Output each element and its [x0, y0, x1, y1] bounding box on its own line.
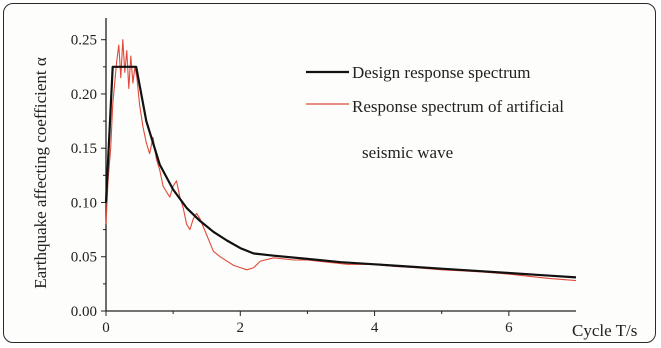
legend-label-artificial-line1: Response spectrum of artificial	[352, 97, 564, 116]
plot-area: 0.00 0.05 0.10 0.15 0.20 0.25 0 2 4 6	[71, 18, 577, 336]
x-tick-label: 2	[237, 320, 245, 336]
x-tick-label: 4	[371, 320, 379, 336]
design-response-spectrum-line	[104, 65, 577, 279]
y-tick-label: 0.05	[71, 250, 97, 266]
legend-label-design: Design response spectrum	[352, 63, 530, 82]
x-tick-label: 6	[505, 320, 513, 336]
y-tick-label: 0.15	[71, 141, 97, 157]
artificial-wave-spectrum-line	[105, 39, 577, 282]
y-tick-label: 0.00	[71, 304, 97, 320]
y-tick-label: 0.10	[71, 195, 97, 211]
y-tick-label: 0.25	[71, 33, 97, 49]
y-tick-label: 0.20	[71, 87, 97, 103]
x-axis-label: Cycle T/s	[572, 321, 637, 340]
legend: Design response spectrum Response spectr…	[306, 63, 564, 162]
x-tick-label: 0	[102, 320, 110, 336]
chart-frame	[3, 3, 656, 343]
y-axis-label: Earthquake affecting coefficient α	[31, 57, 50, 289]
legend-label-artificial-line2: seismic wave	[362, 143, 453, 162]
